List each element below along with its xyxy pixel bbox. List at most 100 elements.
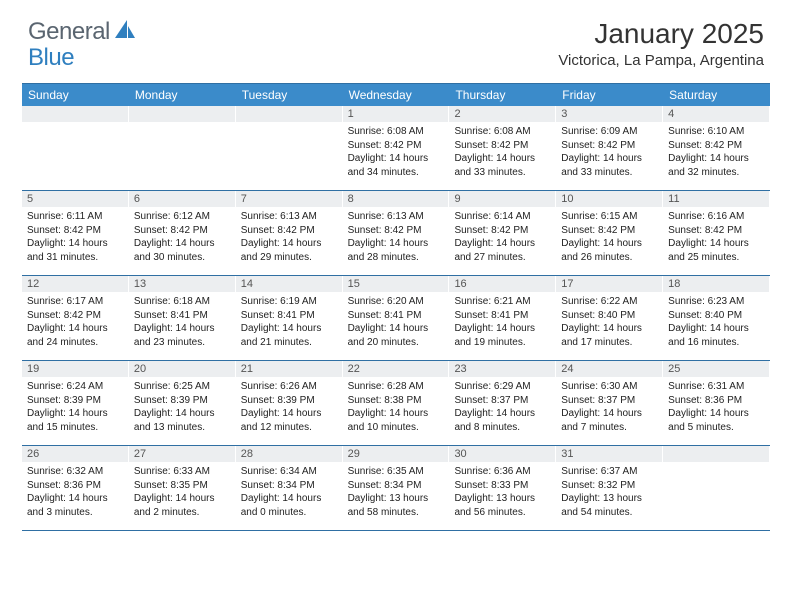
sunrise-text: Sunrise: 6:09 AM [561, 125, 657, 139]
day-cell: 16Sunrise: 6:21 AMSunset: 8:41 PMDayligh… [449, 276, 556, 360]
sunrise-text: Sunrise: 6:34 AM [241, 465, 337, 479]
sunrise-text: Sunrise: 6:21 AM [454, 295, 550, 309]
day-info: Sunrise: 6:15 AMSunset: 8:42 PMDaylight:… [556, 207, 662, 267]
sunrise-text: Sunrise: 6:28 AM [348, 380, 444, 394]
day-info: Sunrise: 6:10 AMSunset: 8:42 PMDaylight:… [663, 122, 769, 182]
day-cell: 18Sunrise: 6:23 AMSunset: 8:40 PMDayligh… [663, 276, 770, 360]
day-number: 15 [343, 276, 449, 292]
sunset-text: Sunset: 8:40 PM [668, 309, 764, 323]
daylight-text: Daylight: 14 hours and 33 minutes. [454, 152, 550, 179]
sunrise-text: Sunrise: 6:24 AM [27, 380, 123, 394]
day-number: 9 [449, 191, 555, 207]
sunset-text: Sunset: 8:42 PM [241, 224, 337, 238]
sunset-text: Sunset: 8:39 PM [134, 394, 230, 408]
logo-text-general: General [28, 18, 110, 46]
day-number: 28 [236, 446, 342, 462]
day-cell: 9Sunrise: 6:14 AMSunset: 8:42 PMDaylight… [449, 191, 556, 275]
day-cell: 15Sunrise: 6:20 AMSunset: 8:41 PMDayligh… [343, 276, 450, 360]
day-cell: 14Sunrise: 6:19 AMSunset: 8:41 PMDayligh… [236, 276, 343, 360]
sunset-text: Sunset: 8:34 PM [241, 479, 337, 493]
sunrise-text: Sunrise: 6:08 AM [348, 125, 444, 139]
day-cell: 31Sunrise: 6:37 AMSunset: 8:32 PMDayligh… [556, 446, 663, 530]
sunset-text: Sunset: 8:39 PM [241, 394, 337, 408]
daylight-text: Daylight: 14 hours and 19 minutes. [454, 322, 550, 349]
day-number: 20 [129, 361, 235, 377]
sunrise-text: Sunrise: 6:13 AM [348, 210, 444, 224]
day-cell: 27Sunrise: 6:33 AMSunset: 8:35 PMDayligh… [129, 446, 236, 530]
day-number: 31 [556, 446, 662, 462]
daylight-text: Daylight: 14 hours and 23 minutes. [134, 322, 230, 349]
day-number: 17 [556, 276, 662, 292]
sunrise-text: Sunrise: 6:37 AM [561, 465, 657, 479]
sunrise-text: Sunrise: 6:16 AM [668, 210, 764, 224]
day-info: Sunrise: 6:28 AMSunset: 8:38 PMDaylight:… [343, 377, 449, 437]
day-number [129, 106, 235, 122]
sunrise-text: Sunrise: 6:23 AM [668, 295, 764, 309]
sunrise-text: Sunrise: 6:31 AM [668, 380, 764, 394]
day-number: 19 [22, 361, 128, 377]
day-number [22, 106, 128, 122]
daylight-text: Daylight: 14 hours and 28 minutes. [348, 237, 444, 264]
day-cell: 5Sunrise: 6:11 AMSunset: 8:42 PMDaylight… [22, 191, 129, 275]
weekday-header: Tuesday [236, 84, 343, 106]
daylight-text: Daylight: 14 hours and 15 minutes. [27, 407, 123, 434]
sunset-text: Sunset: 8:41 PM [348, 309, 444, 323]
day-info: Sunrise: 6:13 AMSunset: 8:42 PMDaylight:… [236, 207, 342, 267]
day-info: Sunrise: 6:14 AMSunset: 8:42 PMDaylight:… [449, 207, 555, 267]
sunset-text: Sunset: 8:35 PM [134, 479, 230, 493]
week-row: 12Sunrise: 6:17 AMSunset: 8:42 PMDayligh… [22, 276, 770, 361]
logo: General [28, 18, 139, 46]
week-row: 26Sunrise: 6:32 AMSunset: 8:36 PMDayligh… [22, 446, 770, 531]
day-number: 12 [22, 276, 128, 292]
day-info: Sunrise: 6:08 AMSunset: 8:42 PMDaylight:… [449, 122, 555, 182]
day-info: Sunrise: 6:35 AMSunset: 8:34 PMDaylight:… [343, 462, 449, 522]
day-cell: 24Sunrise: 6:30 AMSunset: 8:37 PMDayligh… [556, 361, 663, 445]
day-cell: 3Sunrise: 6:09 AMSunset: 8:42 PMDaylight… [556, 106, 663, 190]
weekday-header: Thursday [449, 84, 556, 106]
day-info: Sunrise: 6:18 AMSunset: 8:41 PMDaylight:… [129, 292, 235, 352]
day-number: 5 [22, 191, 128, 207]
day-info: Sunrise: 6:25 AMSunset: 8:39 PMDaylight:… [129, 377, 235, 437]
day-number: 7 [236, 191, 342, 207]
day-cell: 11Sunrise: 6:16 AMSunset: 8:42 PMDayligh… [663, 191, 770, 275]
month-title: January 2025 [558, 18, 764, 50]
day-number: 24 [556, 361, 662, 377]
sunrise-text: Sunrise: 6:15 AM [561, 210, 657, 224]
day-info: Sunrise: 6:22 AMSunset: 8:40 PMDaylight:… [556, 292, 662, 352]
day-cell: 1Sunrise: 6:08 AMSunset: 8:42 PMDaylight… [343, 106, 450, 190]
sunrise-text: Sunrise: 6:33 AM [134, 465, 230, 479]
sunrise-text: Sunrise: 6:20 AM [348, 295, 444, 309]
daylight-text: Daylight: 14 hours and 13 minutes. [134, 407, 230, 434]
day-info: Sunrise: 6:09 AMSunset: 8:42 PMDaylight:… [556, 122, 662, 182]
day-cell: 4Sunrise: 6:10 AMSunset: 8:42 PMDaylight… [663, 106, 770, 190]
day-info: Sunrise: 6:23 AMSunset: 8:40 PMDaylight:… [663, 292, 769, 352]
day-cell: 12Sunrise: 6:17 AMSunset: 8:42 PMDayligh… [22, 276, 129, 360]
day-number [236, 106, 342, 122]
day-cell: 30Sunrise: 6:36 AMSunset: 8:33 PMDayligh… [449, 446, 556, 530]
day-info: Sunrise: 6:11 AMSunset: 8:42 PMDaylight:… [22, 207, 128, 267]
sunset-text: Sunset: 8:40 PM [561, 309, 657, 323]
day-cell: 13Sunrise: 6:18 AMSunset: 8:41 PMDayligh… [129, 276, 236, 360]
day-number: 8 [343, 191, 449, 207]
sunset-text: Sunset: 8:38 PM [348, 394, 444, 408]
day-info: Sunrise: 6:30 AMSunset: 8:37 PMDaylight:… [556, 377, 662, 437]
sunset-text: Sunset: 8:39 PM [27, 394, 123, 408]
daylight-text: Daylight: 14 hours and 33 minutes. [561, 152, 657, 179]
daylight-text: Daylight: 14 hours and 5 minutes. [668, 407, 764, 434]
day-number: 18 [663, 276, 769, 292]
day-info: Sunrise: 6:21 AMSunset: 8:41 PMDaylight:… [449, 292, 555, 352]
day-cell: 25Sunrise: 6:31 AMSunset: 8:36 PMDayligh… [663, 361, 770, 445]
day-info: Sunrise: 6:20 AMSunset: 8:41 PMDaylight:… [343, 292, 449, 352]
day-cell: 10Sunrise: 6:15 AMSunset: 8:42 PMDayligh… [556, 191, 663, 275]
sunrise-text: Sunrise: 6:18 AM [134, 295, 230, 309]
day-number: 16 [449, 276, 555, 292]
day-info: Sunrise: 6:33 AMSunset: 8:35 PMDaylight:… [129, 462, 235, 522]
weekday-header: Saturday [663, 84, 770, 106]
day-info: Sunrise: 6:08 AMSunset: 8:42 PMDaylight:… [343, 122, 449, 182]
daylight-text: Daylight: 14 hours and 29 minutes. [241, 237, 337, 264]
sunset-text: Sunset: 8:42 PM [561, 139, 657, 153]
weekday-header: Monday [129, 84, 236, 106]
day-cell: 22Sunrise: 6:28 AMSunset: 8:38 PMDayligh… [343, 361, 450, 445]
daylight-text: Daylight: 14 hours and 32 minutes. [668, 152, 764, 179]
calendar: SundayMondayTuesdayWednesdayThursdayFrid… [22, 83, 770, 531]
